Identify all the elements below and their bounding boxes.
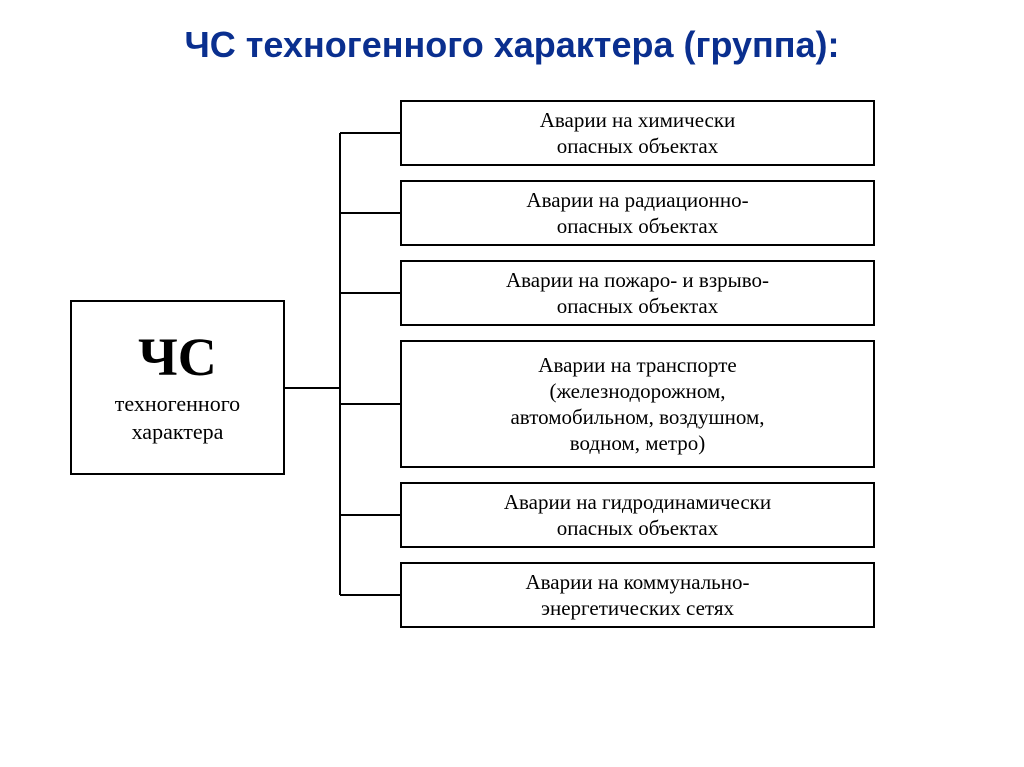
child-node: Аварии на химически опасных объектах [400,100,875,166]
slide-title: ЧС техногенного характера (группа): [0,24,1024,66]
child-node: Аварии на пожаро- и взрыво- опасных объе… [400,260,875,326]
child-node: Аварии на гидродинамически опасных объек… [400,482,875,548]
child-node-label: Аварии на транспорте (железнодорожном, а… [510,352,764,457]
child-node-label: Аварии на коммунально- энергетических се… [525,569,749,622]
root-node-big-label: ЧС [138,330,217,384]
child-node-label: Аварии на гидродинамически опасных объек… [504,489,771,542]
child-node: Аварии на радиационно- опасных объектах [400,180,875,246]
child-node: Аварии на транспорте (железнодорожном, а… [400,340,875,468]
root-node-sub-label: техногенного характера [115,390,240,445]
child-node-label: Аварии на пожаро- и взрыво- опасных объе… [506,267,769,320]
child-node-label: Аварии на радиационно- опасных объектах [526,187,748,240]
child-node-label: Аварии на химически опасных объектах [540,107,736,160]
root-node: ЧС техногенного характера [70,300,285,475]
child-node: Аварии на коммунально- энергетических се… [400,562,875,628]
